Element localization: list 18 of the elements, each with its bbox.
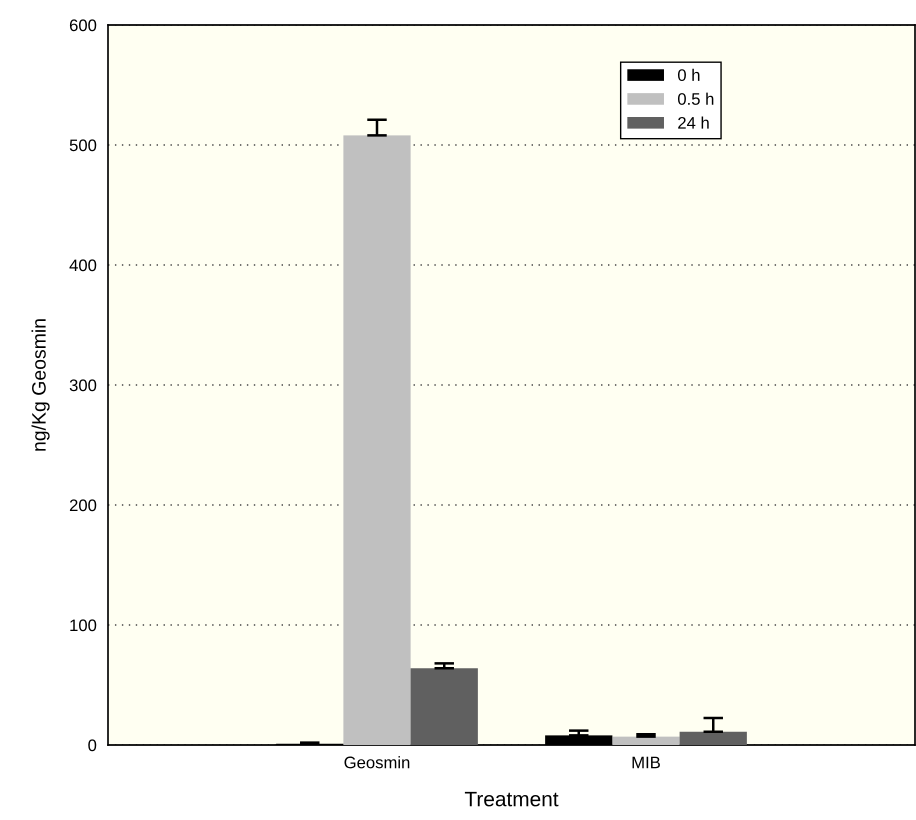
- legend-label: 0 h: [678, 68, 700, 82]
- x-tick-label: MIB: [632, 756, 660, 768]
- y-tick-label: 100: [70, 619, 96, 632]
- y-tick-label: 400: [69, 259, 96, 272]
- y-tick-label: 200: [70, 499, 96, 512]
- y-tick-label: 0: [88, 739, 96, 752]
- bar: [680, 732, 747, 745]
- bar: [612, 736, 680, 745]
- x-tick-label: Geosmin: [344, 756, 410, 768]
- y-tick-label: 600: [70, 19, 96, 32]
- x-axis-title: Treatment: [464, 792, 558, 806]
- bar: [343, 135, 411, 745]
- y-axis-title: ng/Kg Geosmin: [32, 319, 50, 451]
- legend-label: 0.5 h: [678, 92, 714, 105]
- bar: [410, 668, 478, 745]
- y-tick-label: 300: [70, 379, 96, 392]
- legend-label: 24 h: [678, 116, 709, 129]
- y-tick-label: 500: [70, 139, 96, 152]
